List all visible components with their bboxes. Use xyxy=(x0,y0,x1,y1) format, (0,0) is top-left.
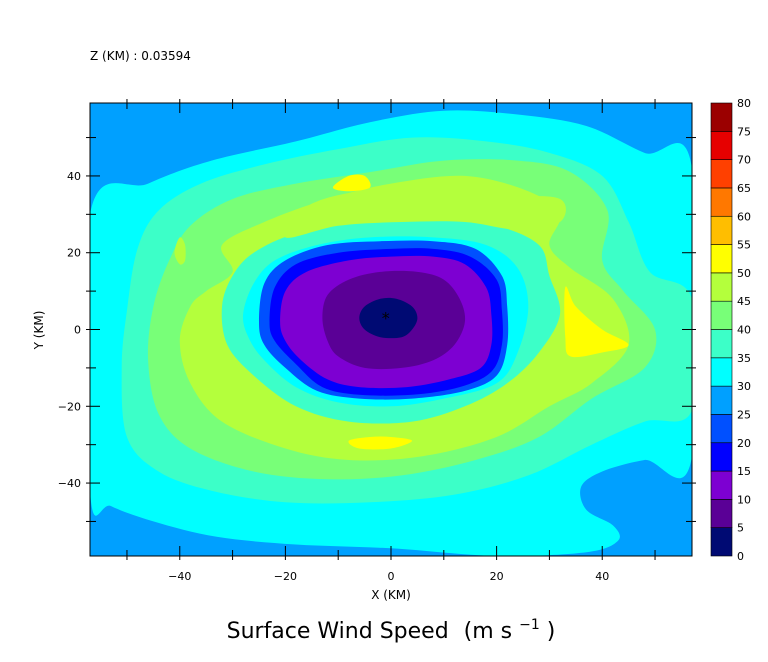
colorbar-label: 75 xyxy=(737,125,751,138)
y-axis-label: Y (KM) xyxy=(32,311,46,351)
colorbar-label: 10 xyxy=(737,493,751,506)
x-axis-label: X (KM) xyxy=(371,588,411,602)
colorbar-label: 80 xyxy=(737,97,751,110)
colorbar-label: 50 xyxy=(737,267,751,280)
colorbar-swatch xyxy=(710,329,733,359)
colorbar-swatch xyxy=(710,272,733,302)
contour-band-50-13 xyxy=(564,286,629,358)
x-tick-label: 40 xyxy=(595,570,609,583)
x-tick-label: −40 xyxy=(168,570,191,583)
y-tick-label: −40 xyxy=(58,477,81,490)
chart-title: Surface Wind Speed (m s −1 ) xyxy=(227,610,556,644)
colorbar-swatch xyxy=(710,385,733,415)
colorbar-label: 60 xyxy=(737,210,751,223)
axis-ticks: −40 −20 0 20 40 −40 −20 0 20 40 xyxy=(58,99,696,583)
colorbar-swatch xyxy=(710,131,733,160)
subtitle: Z (KM) : 0.03594 xyxy=(90,49,191,63)
colorbar-swatch xyxy=(710,187,733,217)
colorbar: 0 5 10 15 20 25 30 35 40 45 50 55 60 65 70 75 80 xyxy=(710,97,751,563)
colorbar-swatch xyxy=(710,442,733,472)
y-tick-label: 40 xyxy=(67,170,81,183)
colorbar-swatch xyxy=(710,527,733,557)
colorbar-label: 0 xyxy=(737,550,744,563)
colorbar-label: 65 xyxy=(737,182,751,195)
colorbar-label: 5 xyxy=(737,522,744,535)
colorbar-swatch xyxy=(710,300,733,330)
colorbar-swatch xyxy=(710,159,733,189)
colorbar-swatch xyxy=(710,102,733,132)
colorbar-label: 35 xyxy=(737,352,751,365)
colorbar-swatch xyxy=(710,244,733,274)
contour-fills xyxy=(90,110,692,556)
y-tick-label: 0 xyxy=(74,324,81,337)
colorbar-swatch xyxy=(710,470,733,500)
colorbar-swatch xyxy=(710,215,733,245)
colorbar-label: 55 xyxy=(737,239,751,252)
x-tick-label: 20 xyxy=(490,570,504,583)
contour-band-0-10 xyxy=(359,297,418,339)
colorbar-label: 30 xyxy=(737,380,751,393)
colorbar-swatch xyxy=(710,414,733,444)
contour-band-50-14 xyxy=(348,436,413,450)
storm-center-marker: * xyxy=(382,308,390,327)
chart-title-units-close: ) xyxy=(547,619,556,644)
contour-band-50-12 xyxy=(332,174,371,192)
colorbar-label: 45 xyxy=(737,295,751,308)
chart-title-text: Surface Wind Speed xyxy=(227,619,449,644)
y-tick-label: 20 xyxy=(67,247,81,260)
colorbar-label: 25 xyxy=(737,408,751,421)
colorbar-label: 15 xyxy=(737,465,751,478)
chart-title-units-exponent: −1 xyxy=(519,617,540,633)
contour-band-45-15 xyxy=(174,237,186,265)
colorbar-label: 70 xyxy=(737,154,751,167)
x-tick-label: −20 xyxy=(274,570,297,583)
x-tick-label: 0 xyxy=(388,570,395,583)
colorbar-label: 40 xyxy=(737,324,751,337)
colorbar-swatch xyxy=(710,499,733,528)
colorbar-label: 20 xyxy=(737,437,751,450)
y-tick-label: −20 xyxy=(58,400,81,413)
contour-band-45-11 xyxy=(284,187,566,238)
chart-title-units: (m s xyxy=(464,619,512,644)
colorbar-swatch xyxy=(710,357,733,387)
